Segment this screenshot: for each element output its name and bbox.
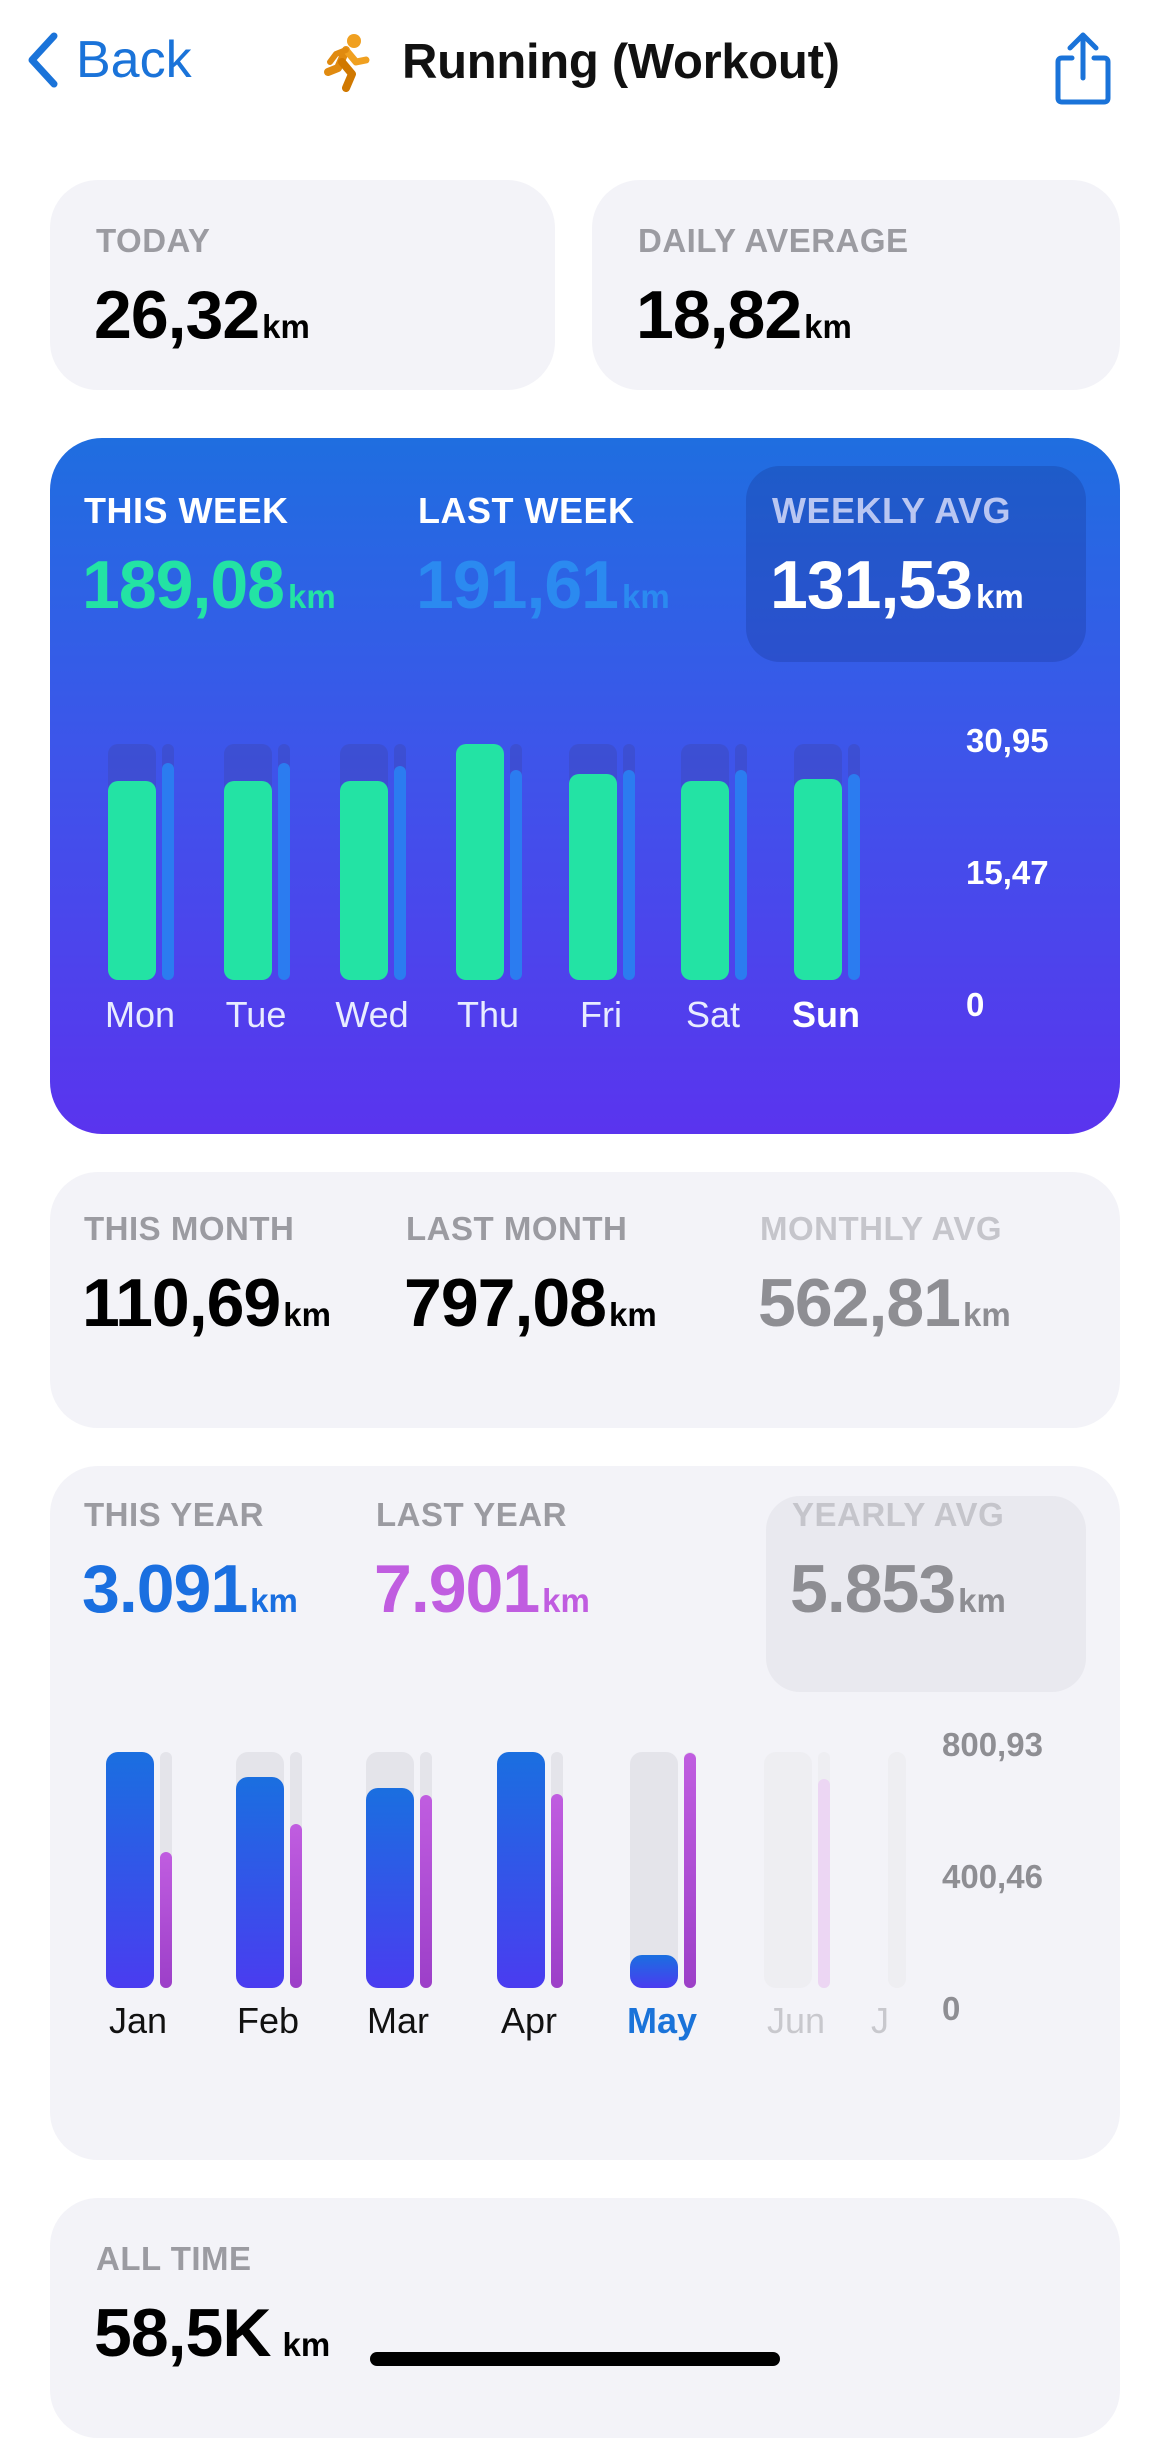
monthly-avg-label: MONTHLY AVG [760, 1210, 1003, 1247]
yearly-avg-box [766, 1496, 1086, 1692]
month-label: Apr [500, 2000, 558, 2041]
page-header: Running (Workout) [316, 32, 840, 92]
month-bar-last-year [684, 1753, 696, 1988]
week-axis-mid: 15,47 [966, 854, 1049, 891]
month-bar-this-year [497, 1752, 545, 1988]
day-label: Thu [456, 994, 520, 1035]
month-bar-track [888, 1752, 906, 1988]
year-axis-zero: 0 [942, 1990, 961, 2027]
today-card[interactable] [50, 180, 555, 390]
day-bar-this-week [224, 781, 272, 980]
month-label: Jun [766, 2000, 826, 2041]
day-bar-this-week [340, 781, 388, 980]
page-title: Running (Workout) [402, 35, 840, 89]
daily-average-value: 18,82km [636, 277, 852, 353]
month-label: Mar [367, 2000, 429, 2041]
day-bar-this-week [108, 781, 156, 980]
weekly-avg-box [746, 466, 1086, 662]
day-label: Sat [685, 994, 741, 1035]
this-month-value: 110,69km [82, 1265, 331, 1341]
last-month-label: LAST MONTH [406, 1210, 628, 1247]
year-axis-max: 800,93 [942, 1726, 1043, 1763]
today-value: 26,32km [94, 277, 310, 353]
day-label: Wed [335, 994, 409, 1035]
all-time-value: 58,5K km [94, 2295, 331, 2371]
month-bar-last-year [160, 1852, 172, 1988]
last-week-value: 191,61 km [416, 547, 670, 623]
day-bar-last-week [848, 774, 860, 980]
this-month-label: THIS MONTH [84, 1210, 295, 1247]
this-week-label: THIS WEEK [84, 490, 289, 531]
monthly-card[interactable] [50, 1172, 1120, 1428]
day-label: Mon [104, 994, 176, 1035]
month-label: J [871, 2000, 889, 2041]
month-label: Feb [236, 2000, 300, 2041]
month-bar-last-year [420, 1795, 432, 1988]
last-week-label: LAST WEEK [418, 490, 635, 531]
last-month-value: 797,08km [404, 1265, 657, 1341]
day-bar-last-week [510, 770, 522, 980]
month-bar-last-year [290, 1824, 302, 1988]
month-bar-track [630, 1752, 678, 1988]
share-icon[interactable] [1052, 30, 1114, 106]
back-label: Back [76, 31, 192, 89]
day-bar-last-week [278, 763, 290, 980]
weekly-avg-value: 131,53 km [770, 547, 1024, 623]
day-label: Sun [792, 994, 860, 1035]
yearly-avg-value: 5.853km [790, 1551, 1006, 1627]
day-label: Tue [225, 994, 287, 1035]
back-button[interactable]: Back [24, 30, 192, 90]
week-axis-max: 30,95 [966, 722, 1049, 759]
this-year-value: 3.091km [82, 1551, 298, 1627]
all-time-label: ALL TIME [96, 2240, 252, 2277]
month-bar-last-year [818, 1779, 830, 1988]
week-axis-zero: 0 [966, 986, 985, 1023]
year-axis-mid: 400,46 [942, 1858, 1043, 1895]
this-year-label: THIS YEAR [84, 1496, 264, 1533]
day-bar-this-week [794, 779, 842, 980]
month-label: May [626, 2000, 698, 2041]
chevron-left-icon [28, 32, 58, 88]
home-indicator[interactable] [370, 2352, 780, 2366]
month-bar-this-year [236, 1777, 284, 1988]
day-bar-this-week [569, 774, 617, 980]
month-bar-track [764, 1752, 812, 1988]
day-bar-last-week [162, 763, 174, 980]
monthly-avg-value: 562,81km [758, 1265, 1011, 1341]
weekly-avg-label: WEEKLY AVG [772, 490, 1012, 531]
month-label: Jan [108, 2000, 168, 2041]
day-bar-last-week [735, 770, 747, 980]
day-label: Fri [580, 994, 622, 1035]
day-bar-this-week [456, 744, 504, 980]
month-bar-this-year [630, 1955, 678, 1988]
last-year-value: 7.901km [374, 1551, 590, 1627]
running-person-icon [324, 34, 370, 92]
day-bar-last-week [623, 770, 635, 980]
daily-average-label: DAILY AVERAGE [638, 222, 909, 259]
month-bar-this-year [366, 1788, 414, 1988]
daily-average-card[interactable] [592, 180, 1120, 390]
day-bar-this-week [681, 781, 729, 980]
last-year-label: LAST YEAR [376, 1496, 567, 1533]
month-bar-last-year [551, 1794, 563, 1988]
month-bar-this-year [106, 1752, 154, 1988]
day-bar-last-week [394, 766, 406, 980]
today-label: TODAY [96, 222, 211, 259]
yearly-avg-label: YEARLY AVG [792, 1496, 1005, 1533]
this-week-value: 189,08 km [82, 547, 336, 623]
